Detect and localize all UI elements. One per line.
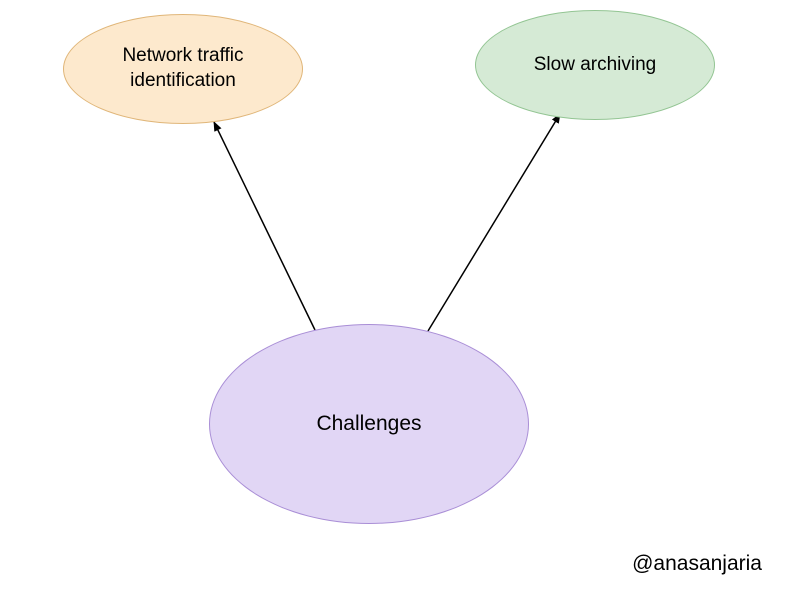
- edge-challenges-to-slow-archiving: [428, 114, 560, 331]
- node-network-traffic: Network trafficidentification: [63, 14, 303, 124]
- node-slow-archiving: Slow archiving: [475, 10, 715, 120]
- attribution-text: @anasanjaria: [632, 552, 762, 576]
- edge-challenges-to-network-traffic: [214, 122, 315, 330]
- node-network-traffic-label: Network trafficidentification: [122, 44, 243, 93]
- node-slow-archiving-label: Slow archiving: [534, 53, 657, 78]
- attribution-label: @anasanjaria: [632, 552, 762, 575]
- node-challenges-label: Challenges: [316, 410, 421, 437]
- node-challenges: Challenges: [209, 324, 529, 524]
